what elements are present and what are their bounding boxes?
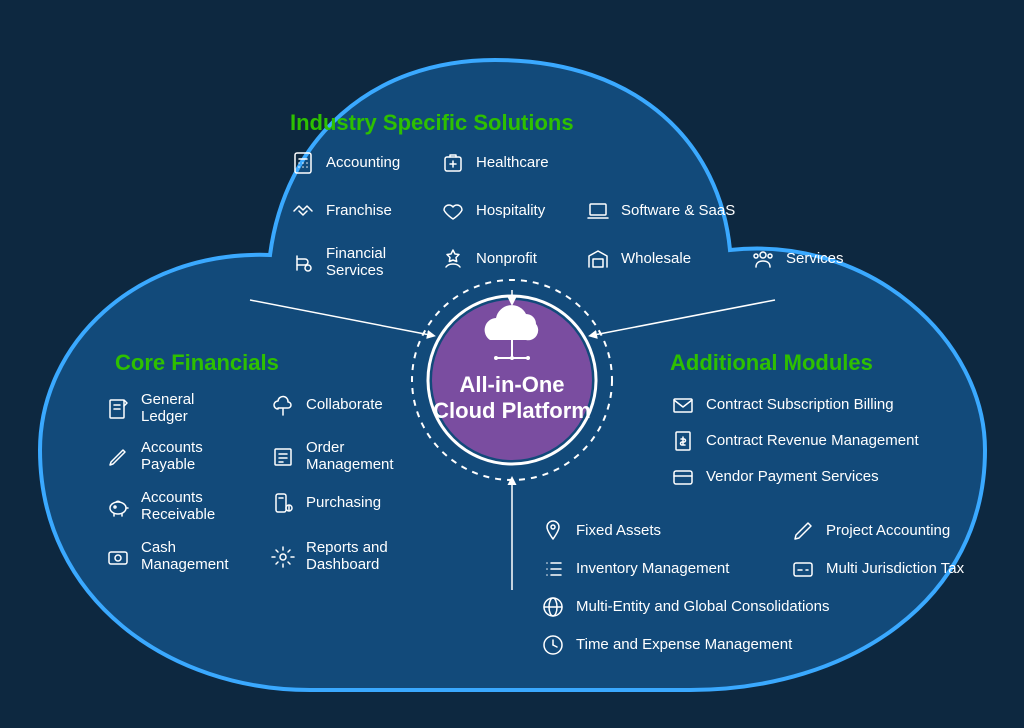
item-label: CashManagement <box>141 540 229 573</box>
warehouse-icon <box>585 246 611 272</box>
item-label: Contract Subscription Billing <box>706 397 894 414</box>
purchase-icon <box>270 490 296 516</box>
calculator-icon <box>290 150 316 176</box>
item-label: AccountsPayable <box>141 440 203 473</box>
industry-item: FinancialServices <box>290 246 386 279</box>
handshake-icon <box>290 198 316 224</box>
item-label: Fixed Assets <box>576 523 661 540</box>
core-item: Collaborate <box>270 392 383 418</box>
ledger-icon <box>105 396 131 422</box>
additional-item: Multi-Entity and Global Consolidations <box>540 594 829 620</box>
item-label: Services <box>786 251 844 268</box>
industry-item: Software & SaaS <box>585 198 735 224</box>
envelope-icon <box>670 392 696 418</box>
additional-item: Time and Expense Management <box>540 632 792 658</box>
item-label: Vendor Payment Services <box>706 469 879 486</box>
item-label: Wholesale <box>621 251 691 268</box>
additional-item: Fixed Assets <box>540 518 661 544</box>
item-label: Time and Expense Management <box>576 637 792 654</box>
item-label: Project Accounting <box>826 523 950 540</box>
cash-icon <box>105 544 131 570</box>
order-icon <box>270 444 296 470</box>
item-label: Contract Revenue Management <box>706 433 919 450</box>
item-label: Multi-Entity and Global Consolidations <box>576 599 829 616</box>
industry-item: Wholesale <box>585 246 691 272</box>
item-label: OrderManagement <box>306 440 394 473</box>
industry-title: Industry Specific Solutions <box>290 110 574 136</box>
item-label: Nonprofit <box>476 251 537 268</box>
item-label: Hospitality <box>476 203 545 220</box>
additional-item: Inventory Management <box>540 556 729 582</box>
item-label: Reports andDashboard <box>306 540 388 573</box>
gear-icon <box>270 544 296 570</box>
item-label: Collaborate <box>306 397 383 414</box>
globe-icon <box>540 594 566 620</box>
additional-item: Vendor Payment Services <box>670 464 879 490</box>
hands-icon <box>440 246 466 272</box>
item-label: Purchasing <box>306 495 381 512</box>
hub-title: All-in-One Cloud Platform <box>432 372 592 425</box>
piggy-icon <box>105 494 131 520</box>
core-item: Purchasing <box>270 490 381 516</box>
item-label: FinancialServices <box>326 246 386 279</box>
heart-icon <box>440 198 466 224</box>
item-label: Inventory Management <box>576 561 729 578</box>
additional-item: Contract Revenue Management <box>670 428 919 454</box>
laptop-icon <box>585 198 611 224</box>
item-label: Multi Jurisdiction Tax <box>826 561 964 578</box>
core-item: OrderManagement <box>270 440 394 473</box>
clock-icon <box>540 632 566 658</box>
pin-icon <box>540 518 566 544</box>
list-icon <box>540 556 566 582</box>
core-item: AccountsPayable <box>105 440 203 473</box>
pen-icon <box>790 518 816 544</box>
item-label: Franchise <box>326 203 392 220</box>
core-item: AccountsReceivable <box>105 490 215 523</box>
item-label: GeneralLedger <box>141 392 194 425</box>
firstaid-icon <box>440 150 466 176</box>
core-item: GeneralLedger <box>105 392 194 425</box>
item-label: Software & SaaS <box>621 203 735 220</box>
additional-title: Additional Modules <box>670 350 873 376</box>
core-title: Core Financials <box>115 350 279 376</box>
core-item: Reports andDashboard <box>270 540 388 573</box>
cloud-share-icon <box>270 392 296 418</box>
pencil-icon <box>105 444 131 470</box>
people-icon <box>750 246 776 272</box>
item-label: Healthcare <box>476 155 549 172</box>
additional-item: Project Accounting <box>790 518 950 544</box>
industry-item: Hospitality <box>440 198 545 224</box>
industry-item: Nonprofit <box>440 246 537 272</box>
industry-item: Franchise <box>290 198 392 224</box>
industry-item: Accounting <box>290 150 400 176</box>
additional-item: Contract Subscription Billing <box>670 392 894 418</box>
dollar-doc-icon <box>670 428 696 454</box>
item-label: Accounting <box>326 155 400 172</box>
item-label: AccountsReceivable <box>141 490 215 523</box>
currency-icon <box>290 250 316 276</box>
core-item: CashManagement <box>105 540 229 573</box>
industry-item: Healthcare <box>440 150 549 176</box>
tax-icon <box>790 556 816 582</box>
additional-item: Multi Jurisdiction Tax <box>790 556 964 582</box>
industry-item: Services <box>750 246 844 272</box>
card-icon <box>670 464 696 490</box>
